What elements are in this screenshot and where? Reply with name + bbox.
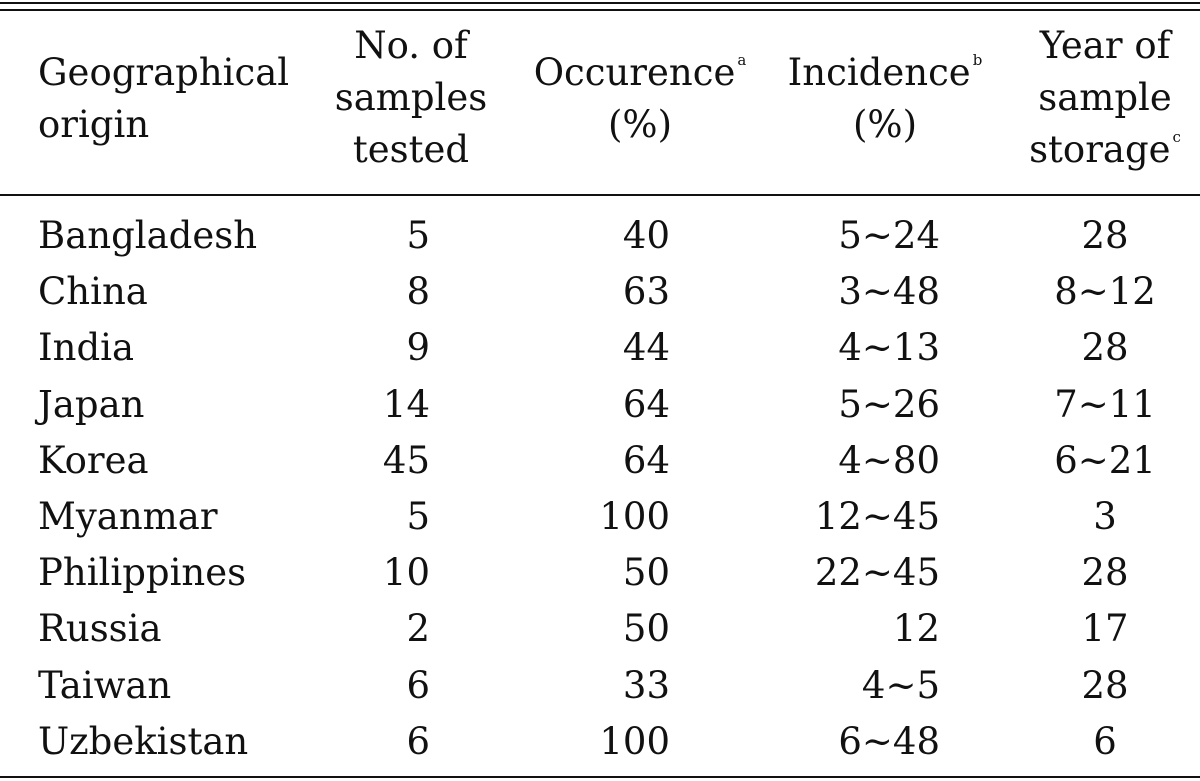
cell-origin: Japan xyxy=(38,382,145,426)
cell-incidence: 5~24 xyxy=(838,214,940,257)
cell-samples: 6 xyxy=(406,663,430,707)
cell-samples: 8 xyxy=(406,270,430,314)
cell-origin: Philippines xyxy=(38,551,247,595)
cell-origin: China xyxy=(38,270,148,314)
cell-incidence: 12 xyxy=(892,607,940,651)
cell-year: 7~11 xyxy=(1054,382,1156,426)
cell-incidence: 4~80 xyxy=(838,438,940,482)
header-occurrence: Occurence a (%) xyxy=(533,51,747,146)
cell-occurrence: 100 xyxy=(599,494,670,538)
table-row: Uzbekistan 6 100 6~48 6 xyxy=(0,714,1200,770)
cell-samples: 5 xyxy=(406,214,430,257)
cell-year: 28 xyxy=(1081,326,1129,370)
top-rule-inner xyxy=(0,9,1200,11)
cell-origin: Russia xyxy=(38,607,162,651)
cell-year: 8~12 xyxy=(1054,270,1156,314)
table-row: Myanmar 5 100 12~45 3 xyxy=(0,489,1200,545)
cell-occurrence: 40 xyxy=(622,214,670,257)
cell-incidence: 3~48 xyxy=(838,270,940,314)
footnote-marker-a: a xyxy=(737,51,747,69)
cell-samples: 45 xyxy=(382,438,430,482)
cell-samples: 9 xyxy=(406,326,430,370)
header-year-of-storage: Year of sample storage c xyxy=(1029,24,1181,171)
table-row: Philippines 10 50 22~45 28 xyxy=(0,545,1200,601)
cell-incidence: 4~5 xyxy=(861,663,940,707)
cell-samples: 14 xyxy=(382,382,430,426)
cell-occurrence: 50 xyxy=(622,551,670,595)
footnote-marker-b: b xyxy=(972,51,983,69)
cell-origin: Myanmar xyxy=(38,494,218,538)
cell-incidence: 5~26 xyxy=(838,382,940,426)
cell-year: 6~21 xyxy=(1054,438,1156,482)
table-row: Bangladesh 5 40 5~24 28 xyxy=(0,208,1200,264)
cell-origin: Taiwan xyxy=(38,663,172,707)
cell-incidence: 4~13 xyxy=(838,326,940,370)
cell-samples: 2 xyxy=(406,607,430,651)
cell-incidence: 22~45 xyxy=(814,551,940,595)
table-row: China 8 63 3~48 8~12 xyxy=(0,264,1200,320)
cell-origin: Uzbekistan xyxy=(38,719,249,763)
header-geographical-origin: Geographical origin xyxy=(38,51,290,146)
cell-year: 28 xyxy=(1081,663,1129,707)
cell-occurrence: 64 xyxy=(622,382,670,426)
table-body: Bangladesh 5 40 5~24 28 China 8 63 3~48 … xyxy=(0,208,1200,770)
footnote-marker-c: c xyxy=(1172,128,1181,146)
cell-year: 6 xyxy=(1093,719,1117,763)
table-row: India 9 44 4~13 28 xyxy=(0,320,1200,376)
table-row: Japan 14 64 5~26 7~11 xyxy=(0,377,1200,433)
cell-occurrence: 33 xyxy=(622,663,670,707)
table-row: Korea 45 64 4~80 6~21 xyxy=(0,433,1200,489)
cell-occurrence: 44 xyxy=(622,326,670,370)
cell-occurrence: 64 xyxy=(622,438,670,482)
table-row: Russia 2 50 12 17 xyxy=(0,601,1200,657)
header-rule xyxy=(0,194,1200,196)
header-incidence: Incidence b (%) xyxy=(787,51,983,146)
table-row: Taiwan 6 33 4~5 28 xyxy=(0,658,1200,714)
bottom-rule xyxy=(0,776,1200,778)
cell-occurrence: 100 xyxy=(599,719,670,763)
cell-occurrence: 50 xyxy=(622,607,670,651)
cell-samples: 5 xyxy=(406,494,430,538)
cell-year: 28 xyxy=(1081,214,1129,257)
cell-year: 17 xyxy=(1081,607,1129,651)
cell-origin: Korea xyxy=(38,438,149,482)
cell-samples: 6 xyxy=(406,719,430,763)
cell-origin: Bangladesh xyxy=(38,214,258,257)
cell-year: 3 xyxy=(1093,494,1117,538)
cell-incidence: 12~45 xyxy=(814,494,940,538)
cell-occurrence: 63 xyxy=(622,270,670,314)
cell-year: 28 xyxy=(1081,551,1129,595)
cell-origin: India xyxy=(38,326,135,370)
cell-incidence: 6~48 xyxy=(838,719,940,763)
cell-samples: 10 xyxy=(382,551,430,595)
top-rule xyxy=(0,2,1200,4)
header-no-of-samples: No. of samples tested xyxy=(334,24,488,171)
